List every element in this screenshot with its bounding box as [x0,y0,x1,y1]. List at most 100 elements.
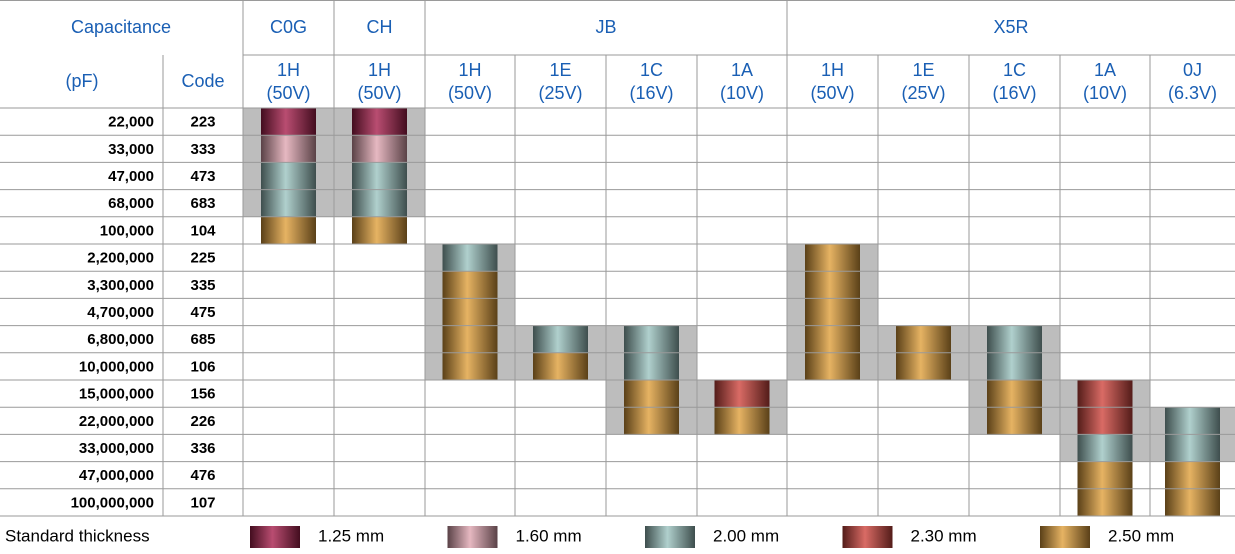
column-voltage: (10V) [1083,83,1127,103]
code: 225 [190,250,215,267]
thickness-bar [442,352,498,381]
thickness-bar [1165,407,1220,435]
column-code: 1H [821,60,844,80]
header-title: Capacitance [71,17,171,37]
thickness-bar [533,325,588,354]
legend-label: 1.60 mm [516,526,582,545]
legend-swatch [645,526,695,548]
column-voltage: (6.3V) [1168,83,1217,103]
capacitance: 15,000,000 [79,386,154,403]
header-unit: (pF) [66,71,99,91]
thickness-bar [624,407,679,435]
column-code: 1H [368,60,391,80]
thickness-bar [714,380,770,408]
thickness-bar [805,244,860,272]
thickness-bar [442,298,498,327]
code: 226 [190,413,215,430]
column-voltage: (10V) [720,83,764,103]
code: 106 [190,358,215,375]
thickness-bar [261,135,316,163]
thickness-bar [261,189,316,218]
column-voltage: (50V) [357,83,401,103]
legend-swatch [842,526,893,548]
thickness-bar [1077,434,1133,463]
thickness-bar [1077,461,1133,490]
code: 104 [190,222,216,239]
column-code: 1H [277,60,300,80]
thickness-bar [261,108,316,136]
capacitance: 33,000 [108,141,154,158]
thickness-bar [987,380,1042,408]
thickness-bar [896,325,951,354]
column-code: 1C [1003,60,1026,80]
thickness-bar [1165,461,1220,490]
legend-swatch [250,526,300,548]
thickness-bar [805,271,860,299]
thickness-bar [624,380,679,408]
thickness-bar [442,271,498,299]
header-code: Code [181,71,224,91]
thickness-bar [352,108,407,136]
capacitance: 10,000,000 [79,358,154,375]
thickness-bar [987,325,1042,354]
legend-label: 2.30 mm [911,526,977,545]
thickness-bar [987,352,1042,381]
capacitance: 3,300,000 [87,277,154,294]
legend-swatch [447,526,498,548]
thickness-bar [805,298,860,327]
thickness-bar [352,216,407,245]
group-name: X5R [993,17,1028,37]
code: 336 [190,440,215,457]
capacitance: 100,000,000 [71,494,154,511]
code: 107 [190,494,215,511]
capacitance: 22,000 [108,114,154,131]
column-code: 1H [458,60,481,80]
thickness-bar [624,352,679,381]
legend-label: 1.25 mm [318,526,384,545]
thickness-bar [714,407,770,435]
capacitance: 22,000,000 [79,413,154,430]
code: 683 [190,195,215,212]
column-voltage: (16V) [992,83,1036,103]
thickness-bar [896,352,951,381]
thickness-bar [1165,434,1220,463]
thickness-bar [1077,407,1133,435]
thickness-bar [442,244,498,272]
thickness-bar [805,352,860,381]
code: 223 [190,114,215,131]
code: 333 [190,141,215,158]
capacitance: 4,700,000 [87,304,154,321]
legend-swatch [1040,526,1090,548]
code: 335 [190,277,215,294]
thickness-bar [352,135,407,163]
capacitance: 33,000,000 [79,440,154,457]
thickness-bar [533,352,588,381]
group-name: JB [595,17,616,37]
thickness-bar [352,162,407,191]
column-code: 1E [549,60,571,80]
capacitance: 47,000 [108,168,154,185]
legend-label: 2.50 mm [1108,526,1174,545]
capacitance: 100,000 [100,222,154,239]
column-code: 1A [731,60,753,80]
code: 473 [190,168,215,185]
legend-label: 2.00 mm [713,526,779,545]
code: 475 [190,304,215,321]
column-code: 1A [1094,60,1116,80]
thickness-bar [1077,488,1133,517]
column-voltage: (25V) [901,83,945,103]
column-code: 1E [912,60,934,80]
group-name: CH [367,17,393,37]
thickness-bar [624,325,679,354]
thickness-bar [1165,488,1220,517]
capacitance: 47,000,000 [79,467,154,484]
column-voltage: (25V) [538,83,582,103]
column-voltage: (50V) [448,83,492,103]
capacitance: 2,200,000 [87,250,154,267]
capacitance: 68,000 [108,195,154,212]
code: 685 [190,331,215,348]
thickness-bar [805,325,860,354]
column-voltage: (50V) [266,83,310,103]
column-voltage: (16V) [629,83,673,103]
